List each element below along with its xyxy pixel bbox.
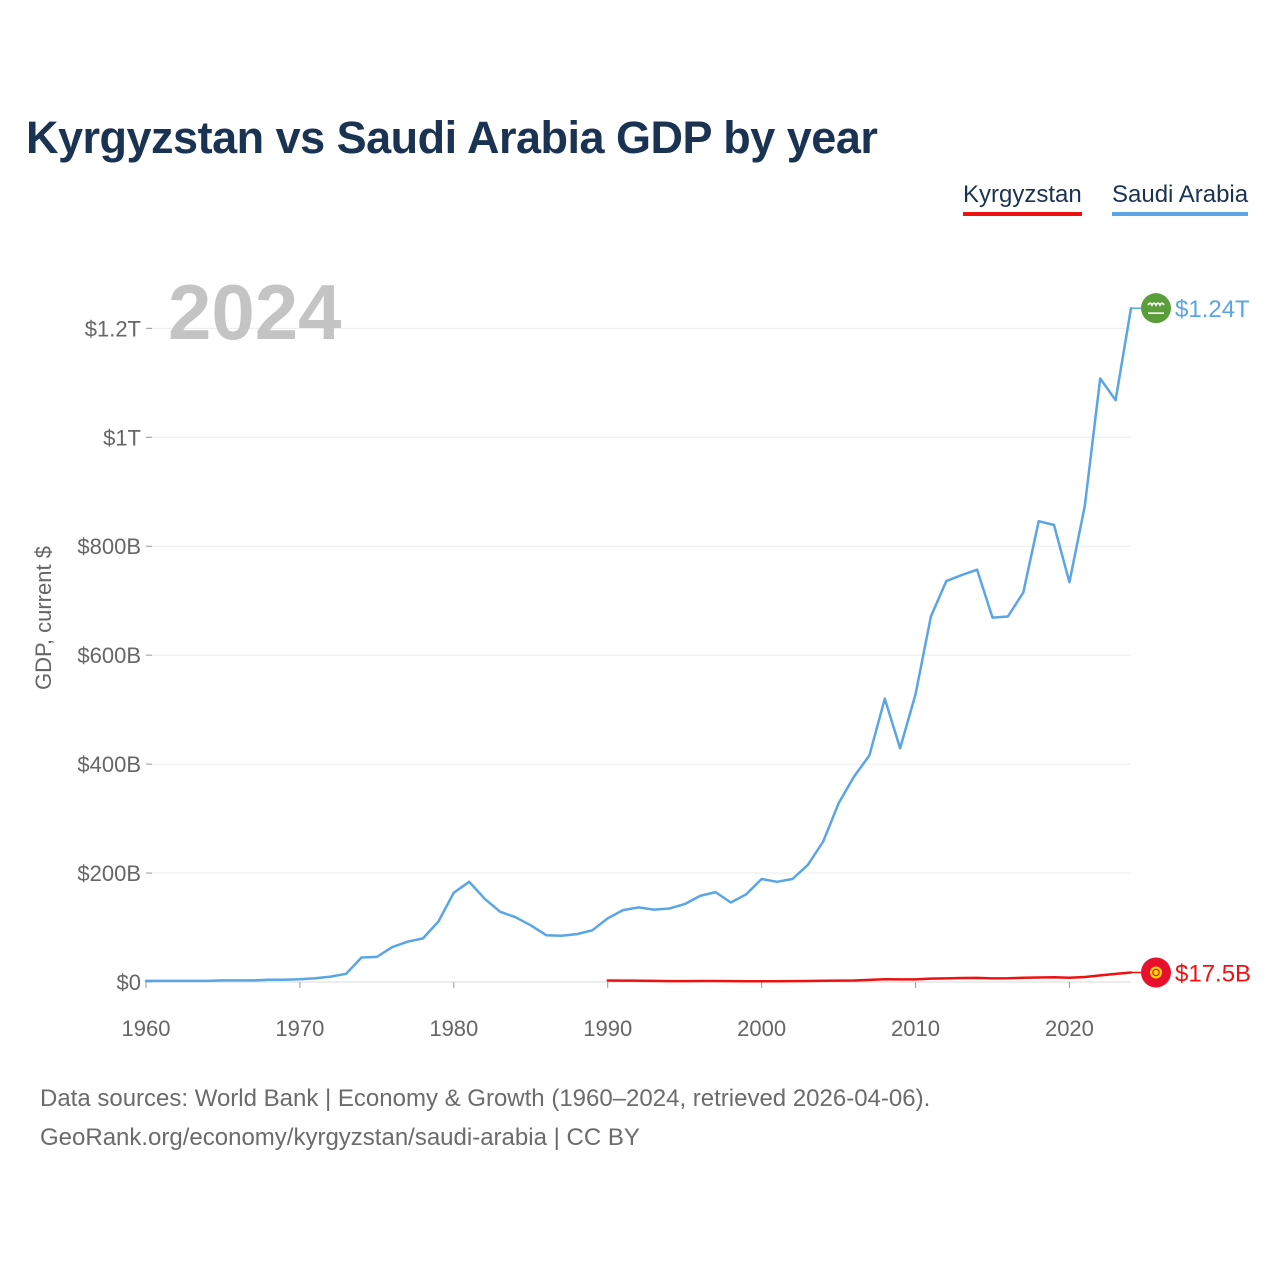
series-line-saudi-arabia <box>144 306 1133 983</box>
legend-item-kyrgyzstan[interactable]: Kyrgyzstan <box>963 181 1082 216</box>
flag-sun <box>1150 966 1162 979</box>
x-tick-label: 2000 <box>737 1016 786 1041</box>
saudi-arabia-flag-icon <box>1141 293 1171 324</box>
end-value-label-saudi-arabia: $1.24T <box>1175 296 1250 323</box>
source-note: Data sources: World Bank | Economy & Gro… <box>40 1085 931 1112</box>
legend-item-saudi-arabia[interactable]: Saudi Arabia <box>1112 181 1249 216</box>
y-tick-label: $1T <box>103 425 141 450</box>
series-lines <box>144 306 1133 983</box>
y-tick-label: $400B <box>77 752 141 777</box>
y-axis-ticks: $0 $200B $400B $600B $800B $1T $1.2T <box>77 316 152 995</box>
x-tick-label: 2020 <box>1045 1016 1094 1041</box>
x-tick-label: 1980 <box>429 1016 478 1041</box>
legend-swatch-kyrgyzstan <box>963 212 1082 216</box>
y-tick-label: $600B <box>77 643 141 668</box>
kyrgyzstan-flag-icon <box>1141 957 1171 988</box>
y-tick-label: $200B <box>77 861 141 886</box>
chart-title: Kyrgyzstan vs Saudi Arabia GDP by year <box>26 112 878 163</box>
legend-label-saudi-arabia: Saudi Arabia <box>1112 181 1249 208</box>
y-axis-label: GDP, current $ <box>31 546 56 690</box>
y-tick-label: $1.2T <box>85 316 141 341</box>
x-axis-ticks: 1960 1970 1980 1990 2000 2010 2020 <box>122 982 1094 1041</box>
year-watermark: 2024 <box>168 268 342 356</box>
y-tick-label: $0 <box>117 970 141 995</box>
x-tick-label: 2010 <box>891 1016 940 1041</box>
flag-tunduk <box>1152 968 1160 977</box>
end-markers: $17.5B $1.24T <box>1131 293 1251 988</box>
gdp-line-chart: $0$200B$400B$600B$800B$1T$1.2T 1960 1970 1… <box>31 268 1251 1041</box>
gridlines <box>146 327 1131 983</box>
flag-disc <box>1141 293 1171 324</box>
x-tick-label: 1970 <box>275 1016 324 1041</box>
legend-label-kyrgyzstan: Kyrgyzstan <box>963 181 1082 208</box>
x-tick-label: 1990 <box>583 1016 632 1041</box>
y-tick-label: $800B <box>77 534 141 559</box>
flag-script <box>1147 302 1165 307</box>
x-tick-label: 1960 <box>122 1016 171 1041</box>
end-value-label-kyrgyzstan: $17.5B <box>1175 960 1251 987</box>
series-line-kyrgyzstan <box>606 971 1133 983</box>
legend-swatch-saudi-arabia <box>1112 212 1249 216</box>
source-url[interactable]: GeoRank.org/economy/kyrgyzstan/saudi-ara… <box>40 1124 640 1151</box>
